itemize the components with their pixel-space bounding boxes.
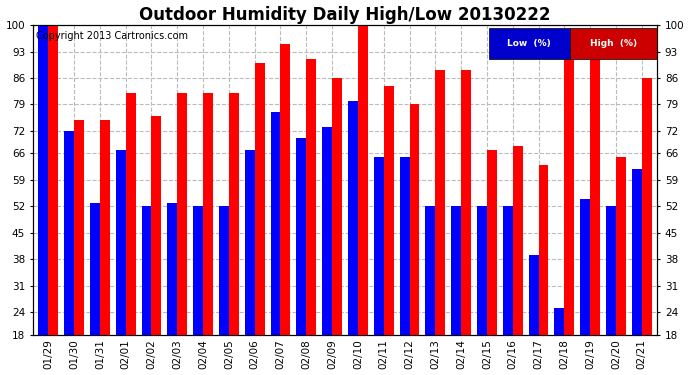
- Bar: [538, 165, 549, 335]
- Bar: [332, 78, 342, 335]
- FancyBboxPatch shape: [489, 28, 570, 59]
- Text: High  (%): High (%): [590, 39, 637, 48]
- Bar: [229, 93, 239, 335]
- Bar: [580, 199, 590, 335]
- Bar: [513, 146, 522, 335]
- Bar: [281, 44, 290, 335]
- Bar: [590, 56, 600, 335]
- Bar: [477, 206, 487, 335]
- Bar: [384, 86, 393, 335]
- Bar: [193, 206, 203, 335]
- Bar: [409, 104, 420, 335]
- Bar: [270, 112, 281, 335]
- Bar: [306, 59, 316, 335]
- Text: Copyright 2013 Cartronics.com: Copyright 2013 Cartronics.com: [36, 31, 188, 41]
- Bar: [64, 131, 74, 335]
- Bar: [529, 255, 538, 335]
- Bar: [374, 157, 384, 335]
- Bar: [451, 206, 461, 335]
- Bar: [461, 70, 471, 335]
- Bar: [564, 48, 574, 335]
- Bar: [74, 120, 84, 335]
- Bar: [426, 206, 435, 335]
- Bar: [642, 78, 651, 335]
- Bar: [203, 93, 213, 335]
- Bar: [219, 206, 229, 335]
- Bar: [48, 25, 58, 335]
- Bar: [100, 120, 110, 335]
- Bar: [555, 308, 564, 335]
- Title: Outdoor Humidity Daily High/Low 20130222: Outdoor Humidity Daily High/Low 20130222: [139, 6, 551, 24]
- Bar: [503, 206, 513, 335]
- Bar: [297, 138, 306, 335]
- Bar: [39, 25, 48, 335]
- Bar: [90, 202, 100, 335]
- Bar: [152, 116, 161, 335]
- Bar: [255, 63, 264, 335]
- Bar: [616, 157, 626, 335]
- Bar: [606, 206, 616, 335]
- Bar: [177, 93, 187, 335]
- Bar: [245, 150, 255, 335]
- Text: Low  (%): Low (%): [507, 39, 551, 48]
- Bar: [435, 70, 445, 335]
- Bar: [126, 93, 135, 335]
- Bar: [358, 25, 368, 335]
- Bar: [487, 150, 497, 335]
- Bar: [400, 157, 409, 335]
- Bar: [322, 127, 332, 335]
- Bar: [141, 206, 152, 335]
- Bar: [116, 150, 126, 335]
- FancyBboxPatch shape: [570, 28, 657, 59]
- Bar: [168, 202, 177, 335]
- Bar: [348, 100, 358, 335]
- Bar: [632, 169, 642, 335]
